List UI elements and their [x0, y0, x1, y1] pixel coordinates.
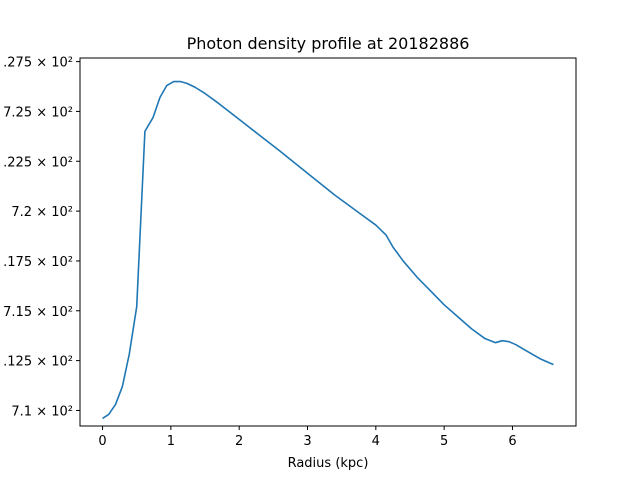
x-tick-label: 3 — [303, 434, 311, 449]
y-tick-label: .125 × 10² — [3, 355, 73, 370]
y-tick-label: 7.1 × 10² — [11, 404, 73, 419]
y-tick-label: 7.2 × 10² — [11, 205, 73, 220]
y-tick-label: .175 × 10² — [3, 255, 73, 270]
axes-frame — [79, 57, 577, 427]
series-line — [102, 80, 554, 420]
y-tick-label: .275 × 10² — [3, 56, 73, 71]
chart-title: Photon density profile at 20182886 — [187, 34, 470, 53]
x-tick-label: 1 — [167, 434, 175, 449]
x-tick-label: 5 — [440, 434, 448, 449]
x-tick-label: 6 — [508, 434, 516, 449]
y-tick-label: 7.15 × 10² — [3, 305, 73, 320]
x-tick-label: 0 — [98, 434, 106, 449]
x-axis: 0 1 2 3 4 5 6 — [98, 426, 517, 449]
x-tick-label: 4 — [372, 434, 380, 449]
plot-area — [102, 80, 554, 420]
y-axis: 7.1 × 10² .125 × 10² 7.15 × 10² .175 × 10² 7… — [3, 56, 80, 419]
x-axis-label: Radius (kpc) — [288, 456, 369, 471]
y-tick-label: 7.25 × 10² — [3, 105, 73, 120]
x-tick-label: 2 — [235, 434, 243, 449]
y-tick-label: .225 × 10² — [3, 155, 73, 170]
